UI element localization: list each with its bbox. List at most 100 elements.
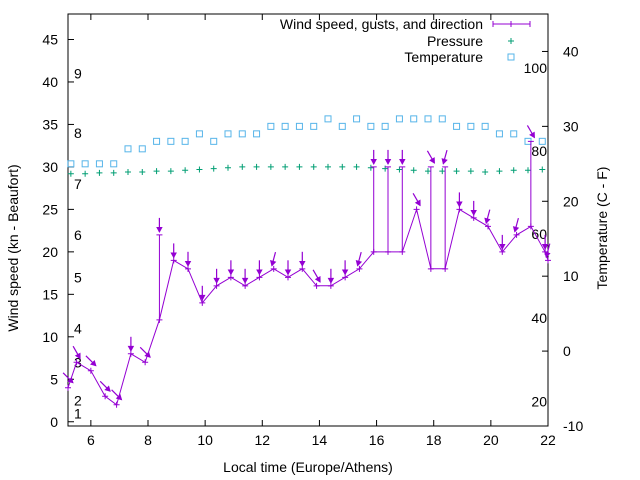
temperature-point (495, 130, 503, 138)
legend-symbol-temperature (507, 53, 515, 61)
wind-speed-point (413, 206, 420, 213)
pressure-point (167, 168, 174, 175)
beaufort-label: 7 (74, 176, 82, 192)
pressure-point (96, 169, 103, 176)
y2-tick-label: -10 (563, 418, 583, 434)
wind-speed-point (102, 393, 109, 400)
wind-direction-arrowhead (127, 345, 135, 352)
pressure-point (110, 169, 117, 176)
wind-direction-arrowhead (170, 252, 177, 259)
pressure-point (225, 164, 231, 171)
y-tick-label: 10 (42, 329, 58, 345)
legend-label-wind: Wind speed, gusts, and direction (280, 16, 483, 32)
legend-label-pressure: Pressure (427, 33, 483, 49)
wind-speed-point (113, 401, 120, 408)
wind-direction-arrowhead (529, 131, 535, 139)
pressure-point (210, 165, 217, 172)
pressure-point (396, 166, 403, 173)
wind-gust-bar (527, 140, 534, 227)
wind-speed-point (299, 265, 306, 272)
wind-direction-arrowhead (470, 210, 477, 216)
wind-speed-point (227, 274, 234, 281)
wind-speed-point (87, 367, 94, 374)
wind-direction-arrowhead (512, 226, 520, 233)
wind-speed-point (65, 384, 71, 391)
temperature-point (424, 115, 432, 123)
temperature-point (467, 122, 475, 130)
plot-frame (67, 13, 549, 427)
y-tick-label: 45 (42, 31, 58, 47)
temperature-point (481, 122, 489, 130)
pressure-point (310, 163, 317, 170)
fahrenheit-label: 60 (531, 226, 547, 242)
y2-axis-label: Temperature (C - F) (594, 167, 610, 290)
wind-speed-point (485, 223, 491, 230)
wind-direction-arrowhead (399, 159, 406, 165)
y2-tick-label: 10 (563, 268, 579, 284)
fahrenheit-label: 40 (531, 310, 547, 326)
wind-direction-arrowhead (370, 159, 377, 165)
pressure-point (353, 163, 360, 170)
wind-direction-arrowhead (241, 277, 249, 284)
legend-label-temperature: Temperature (404, 49, 483, 65)
wind-direction-arrowhead (144, 351, 151, 358)
y2-tick-label: 0 (563, 343, 571, 359)
pressure-point (239, 163, 246, 170)
wind-gust-bar (156, 234, 163, 320)
wind-gust-bar (385, 166, 391, 252)
x-tick-label: 22 (540, 432, 556, 448)
temperature-point (438, 115, 446, 123)
temperature-point (267, 122, 275, 130)
y-tick-label: 15 (42, 286, 58, 302)
wind-direction-arrowhead (90, 359, 97, 367)
beaufort-label: 4 (74, 320, 82, 336)
wind-speed-point (242, 282, 249, 289)
pressure-point (439, 168, 446, 175)
temperature-point (538, 137, 546, 145)
y2-tick-label: 30 (563, 118, 579, 134)
x-tick-label: 12 (254, 432, 270, 448)
pressure-point (425, 168, 431, 175)
beaufort-label: 1 (74, 405, 82, 421)
fahrenheit-label: 80 (531, 143, 547, 159)
temperature-point (510, 130, 518, 138)
legend-symbol-wind (492, 21, 531, 27)
temperature-point (167, 137, 175, 145)
wind-direction-arrowhead (104, 385, 111, 392)
wind-speed-point (213, 282, 220, 289)
pressure-point (325, 163, 331, 170)
wind-speed-point (256, 274, 263, 281)
temperature-point (253, 130, 261, 138)
y-tick-label: 20 (42, 244, 58, 260)
series-layer (62, 115, 551, 408)
plot-border (67, 13, 549, 427)
pressure-point (125, 169, 131, 176)
temperature-point (295, 122, 303, 130)
wind-direction-arrowhead (284, 269, 292, 276)
wind-speed-point (185, 265, 191, 272)
pressure-point (296, 163, 303, 170)
temperature-point (367, 122, 375, 130)
pressure-point (139, 169, 146, 176)
beaufort-label: 6 (74, 227, 82, 243)
wind-direction-arrowhead (213, 277, 220, 284)
axis-ticks: 6 8 10 12 14 16 18 20 22051015202530354045-10010… (42, 14, 583, 448)
temperature-point (324, 115, 332, 123)
wind-direction-arrowhead (456, 201, 463, 208)
temperature-point (81, 160, 89, 168)
pressure-point (67, 170, 74, 177)
beaufort-label: 9 (74, 65, 82, 81)
temperature-point (210, 137, 218, 145)
wind-direction-arrowhead (227, 269, 235, 276)
temperature-point (410, 115, 418, 123)
temperature-point (67, 160, 75, 168)
pressure-point (82, 170, 89, 177)
pressure-point (267, 163, 274, 170)
x-tick-label: 6 (87, 432, 95, 448)
beaufort-label: 2 (74, 393, 82, 409)
wind-direction-arrowhead (256, 269, 263, 276)
pressure-point (339, 163, 346, 170)
wind-direction-arrowhead (341, 269, 349, 276)
x-tick-label: 10 (197, 432, 213, 448)
fahrenheit-labels: 20 40 60 80 100 (524, 60, 548, 409)
